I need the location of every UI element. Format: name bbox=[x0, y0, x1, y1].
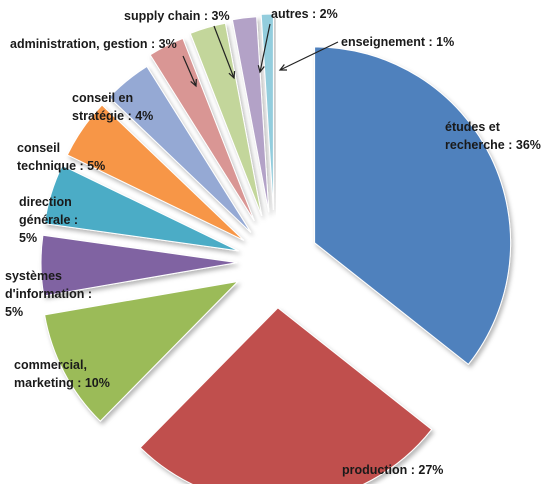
slice-label-etudes-et-recherche: études et recherche : 36% bbox=[445, 120, 541, 152]
leader-line-supply-chain bbox=[213, 25, 235, 79]
slice-label-line: technique : 5% bbox=[17, 159, 105, 173]
slice-label-autres: autres : 2% bbox=[271, 7, 338, 21]
pie-slice-supply-chain bbox=[189, 22, 263, 217]
pie-slice-autres bbox=[231, 16, 270, 213]
slice-label-line: générale : bbox=[19, 213, 78, 227]
slice-label-line: recherche : 36% bbox=[445, 138, 541, 152]
slice-label-line: conseil en bbox=[72, 91, 133, 105]
pie-slice-etudes-et-recherche bbox=[314, 46, 512, 366]
slice-label-line: administration, gestion : 3% bbox=[10, 37, 177, 51]
leader-lines bbox=[182, 23, 339, 88]
leader-arrowhead bbox=[278, 64, 287, 71]
pie-slice-direction-generale bbox=[43, 164, 239, 252]
pie-slice-enseignement bbox=[260, 13, 274, 211]
leader-line-enseignement bbox=[279, 41, 339, 71]
slice-label-direction-generale: direction générale : 5% bbox=[19, 195, 78, 245]
leader-arrowhead bbox=[257, 65, 265, 74]
slice-label-line: supply chain : 3% bbox=[124, 9, 230, 23]
slice-label-enseignement: enseignement : 1% bbox=[341, 35, 454, 49]
slice-label-line: marketing : 10% bbox=[14, 376, 110, 390]
slice-label-line: enseignement : 1% bbox=[341, 35, 454, 49]
slice-label-line: études et bbox=[445, 120, 501, 134]
slice-label-conseil-technique: conseil technique : 5% bbox=[17, 141, 105, 173]
slice-label-line: d'information : bbox=[5, 287, 92, 301]
slice-label-commercial-marketing: commercial, marketing : 10% bbox=[14, 358, 110, 390]
leader-arrowhead bbox=[190, 78, 197, 88]
slice-label-line: 5% bbox=[5, 305, 23, 319]
pie-slice-conseil-en-strategie bbox=[108, 65, 252, 233]
leader-line-autres bbox=[259, 23, 271, 73]
pie-slices bbox=[40, 13, 512, 484]
slice-labels: études et recherche : 36% production : 27%… bbox=[5, 7, 541, 477]
pie-slice-systemes-d-information bbox=[40, 234, 238, 297]
leader-arrowhead bbox=[228, 70, 236, 80]
slice-label-supply-chain: supply chain : 3% bbox=[124, 9, 230, 23]
slice-label-systemes-d-information: systèmes d'information : 5% bbox=[5, 269, 92, 319]
slice-label-line: 5% bbox=[19, 231, 37, 245]
pie-slice-conseil-technique bbox=[66, 104, 245, 241]
slice-label-administration-gestion: administration, gestion : 3% bbox=[10, 37, 177, 51]
slice-label-line: production : 27% bbox=[342, 463, 443, 477]
pie-slice-commercial-marketing bbox=[44, 280, 240, 422]
slice-label-line: autres : 2% bbox=[271, 7, 338, 21]
pie-slice-production bbox=[139, 307, 433, 484]
slice-label-line: commercial, bbox=[14, 358, 87, 372]
slice-label-line: direction bbox=[19, 195, 72, 209]
slice-label-line: conseil bbox=[17, 141, 60, 155]
slice-label-conseil-en-strategie: conseil en stratégie : 4% bbox=[72, 91, 153, 123]
slice-label-line: stratégie : 4% bbox=[72, 109, 153, 123]
slice-label-production: production : 27% bbox=[342, 463, 443, 477]
leader-line-administration-gestion bbox=[182, 55, 197, 87]
slice-label-line: systèmes bbox=[5, 269, 62, 283]
pie-slice-administration-gestion bbox=[149, 37, 255, 222]
